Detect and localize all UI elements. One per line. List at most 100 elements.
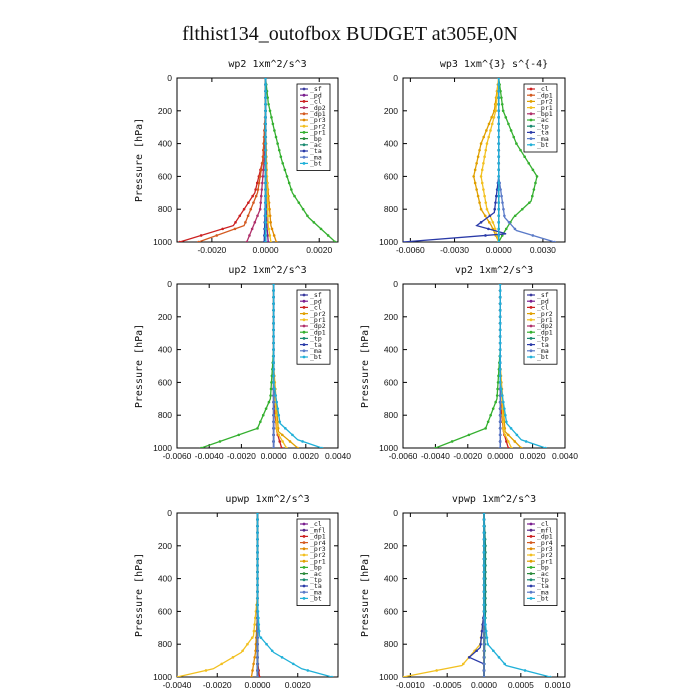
x-tick-label: 0.0000 <box>486 245 512 255</box>
y-tick-label: 800 <box>158 410 172 420</box>
legend-marker <box>302 106 306 109</box>
series-marker <box>498 413 502 417</box>
y-tick-label: 800 <box>384 639 398 649</box>
series-marker <box>544 446 547 448</box>
series-marker <box>499 188 502 191</box>
series-marker <box>484 623 487 626</box>
series-marker <box>548 675 552 677</box>
series-group <box>403 513 552 677</box>
series-marker <box>256 675 259 677</box>
series-marker <box>482 590 486 594</box>
series-marker <box>278 440 282 443</box>
series-marker <box>258 175 262 178</box>
series-marker <box>177 675 179 677</box>
series-marker <box>515 142 518 145</box>
legend-marker <box>302 149 306 153</box>
legend-marker <box>302 87 306 91</box>
panel-4: upwp 1xm^2/s^3 Pressure [hPa] 0 200 400 600 80… <box>134 494 339 690</box>
series-marker <box>199 446 203 448</box>
series-marker <box>480 636 483 639</box>
panel-5: vpwp 1xm^2/s^3 Pressure [hPa] 0 200 400 600 80… <box>360 494 571 690</box>
series-marker <box>504 413 507 417</box>
series-marker <box>480 181 484 185</box>
series-marker <box>266 240 270 242</box>
series-marker <box>487 122 491 126</box>
series-marker <box>450 440 454 443</box>
series-marker <box>497 116 501 119</box>
series-marker <box>492 649 495 653</box>
y-tick-label: 800 <box>384 410 398 420</box>
legend-marker <box>302 306 306 309</box>
series-marker <box>513 227 517 231</box>
legend-label: _cl <box>537 304 549 312</box>
series-marker <box>498 400 502 404</box>
series-marker <box>497 175 501 178</box>
legend-marker <box>302 553 306 557</box>
series-marker <box>485 636 489 639</box>
legend-box <box>296 83 331 171</box>
series-marker <box>266 207 270 211</box>
y-tick-label: 800 <box>158 639 172 649</box>
series-marker <box>482 656 486 659</box>
x-tick-label: -0.0020 <box>203 680 232 690</box>
series-marker <box>495 102 498 106</box>
series-marker <box>485 129 488 132</box>
legend-marker <box>529 112 533 116</box>
series-marker <box>256 596 259 600</box>
legend-marker <box>302 312 306 315</box>
legend-marker <box>529 566 533 569</box>
series-marker <box>491 407 495 410</box>
series-marker <box>264 240 267 242</box>
x-tick-label: 0.0020 <box>293 451 319 461</box>
series-marker <box>495 194 498 198</box>
series-marker <box>490 122 494 126</box>
series-marker <box>220 662 223 666</box>
series-line <box>473 78 500 242</box>
series-marker <box>497 102 501 106</box>
series-marker <box>491 221 495 224</box>
series-marker <box>515 433 519 437</box>
series-marker <box>264 116 267 119</box>
y-tick-label: 400 <box>384 139 398 149</box>
legend-label: _cl <box>537 85 549 93</box>
series-marker <box>494 201 497 204</box>
series-marker <box>256 214 259 218</box>
x-tick-label: -0.0020 <box>227 451 256 461</box>
series-marker <box>265 642 268 646</box>
series-marker <box>256 513 259 515</box>
series-marker <box>476 194 480 198</box>
legend-label: _bt <box>310 595 322 603</box>
series-marker <box>285 446 288 448</box>
legend-marker <box>302 162 306 165</box>
series-marker <box>498 446 502 448</box>
legend-label: _tp <box>310 576 322 584</box>
series-marker <box>272 407 275 410</box>
series-marker <box>287 181 291 185</box>
series-marker <box>482 564 486 567</box>
legend-label: _pr2 <box>310 310 326 318</box>
legend-marker <box>302 337 306 340</box>
x-tick-label: -0.0005 <box>433 680 462 690</box>
y-axis-label: Pressure [hPa] <box>134 118 145 202</box>
series-marker <box>499 387 503 391</box>
panel-title: up2 1xm^2/s^3 <box>228 265 306 276</box>
legend-label: _ta <box>537 582 549 590</box>
series-marker <box>497 142 501 145</box>
series-marker <box>484 629 488 633</box>
legend-marker <box>302 124 306 128</box>
series-marker <box>503 214 506 218</box>
legend-label: _ta <box>310 582 322 590</box>
y-tick-label: 200 <box>384 541 398 551</box>
legend-label: _pr2 <box>310 551 326 559</box>
panel-1: wp3 1xm^{3} s^{-4}02004006008001000-0.00… <box>379 59 566 255</box>
series-marker <box>497 155 501 159</box>
series-marker <box>482 610 486 613</box>
series-marker <box>275 427 278 430</box>
legend-marker <box>302 155 306 159</box>
legend-marker <box>529 597 533 600</box>
series-line <box>200 284 275 448</box>
series-marker <box>272 367 275 371</box>
y-tick-label: 400 <box>158 345 172 355</box>
series-marker <box>292 662 295 666</box>
legend-marker <box>529 535 533 538</box>
